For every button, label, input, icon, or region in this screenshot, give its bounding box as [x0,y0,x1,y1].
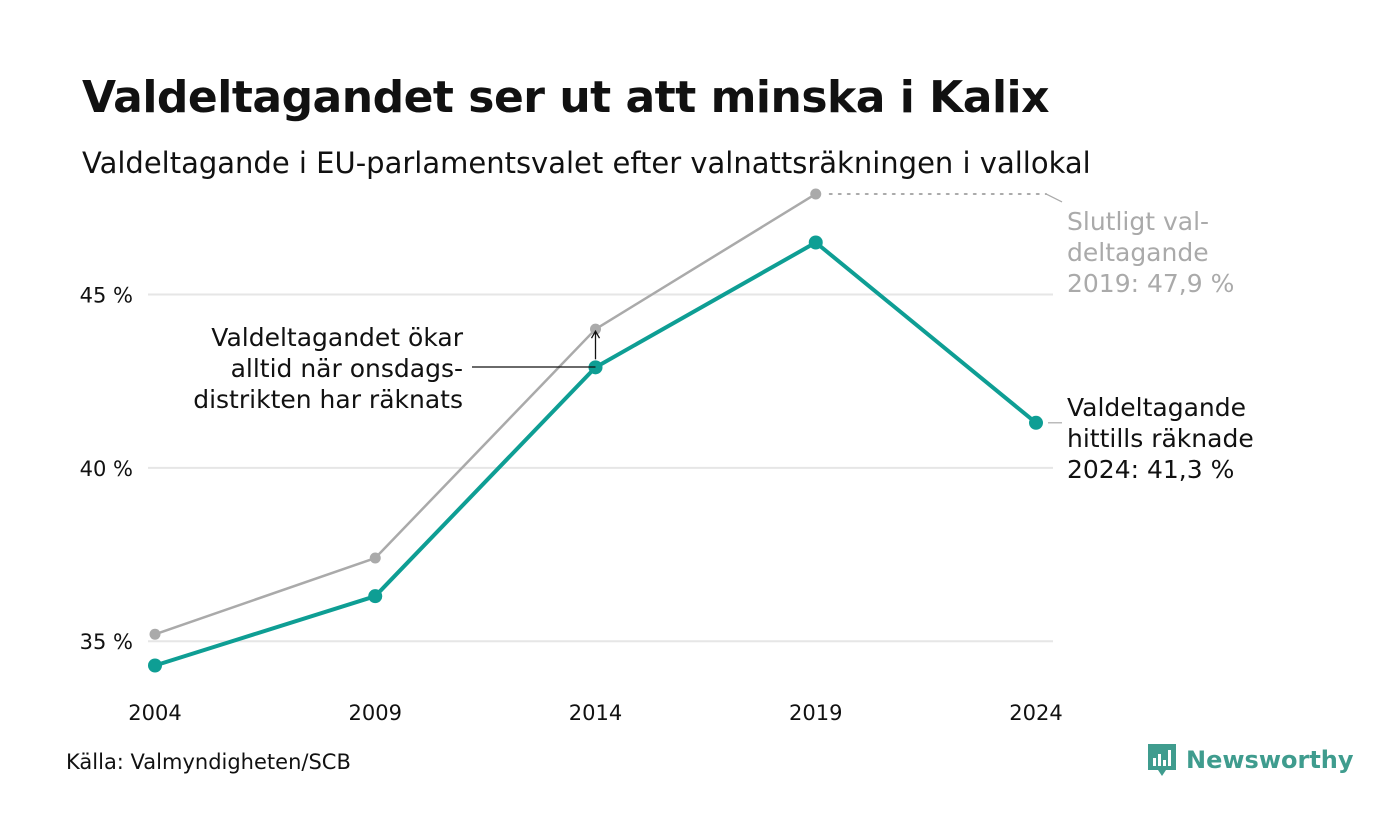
data-point-counted [1029,415,1043,430]
annotation-final-2019: Slutligt val- [1067,207,1209,236]
series-line-final [153,192,817,636]
chart-subtitle: Valdeltagande i EU-parlamentsvalet efter… [82,146,1091,180]
annotation-note: Valdeltagandet ökar [211,323,463,352]
annotation-final-2019: 2019: 47,9 % [1067,269,1234,298]
data-point-counted [808,235,823,250]
y-tick-label: 40 % [80,457,133,481]
note-arrow-head [590,329,601,339]
x-tick-label: 2019 [789,701,842,725]
x-tick-label: 2009 [349,701,402,725]
x-tick-label: 2024 [1009,701,1062,725]
data-point-final [369,552,381,564]
annotation-note: alltid när onsdags- [231,354,463,383]
annotation-counted-2024: 2024: 41,3 % [1067,455,1234,484]
data-point-final [810,188,822,200]
data-point-counted [148,658,162,673]
annotation-counted-2024: Valdeltagande [1067,393,1246,422]
data-point-final [590,323,601,335]
x-tick-label: 2014 [569,701,622,725]
data-point-counted [368,589,383,604]
source-note: Källa: Valmyndigheten/SCB [66,750,351,774]
newsworthy-chart-icon [1148,744,1176,776]
chart-title: Valdeltagandet ser ut att minska i Kalix [82,72,1050,123]
x-tick-label: 2004 [128,701,181,725]
annotation-counted-2024: hittills räknade [1067,424,1254,453]
annotation-note: distrikten har räknats [193,385,463,414]
annotation-final-2019: deltagande [1067,238,1209,267]
series-line-counted [153,240,1038,668]
data-point-final [149,628,161,640]
brand-name: Newsworthy [1186,746,1354,774]
final-leader-tick [1045,193,1063,203]
brand-logo: Newsworthy [1146,742,1354,778]
y-tick-label: 35 % [80,630,133,654]
y-tick-label: 45 % [80,284,133,308]
